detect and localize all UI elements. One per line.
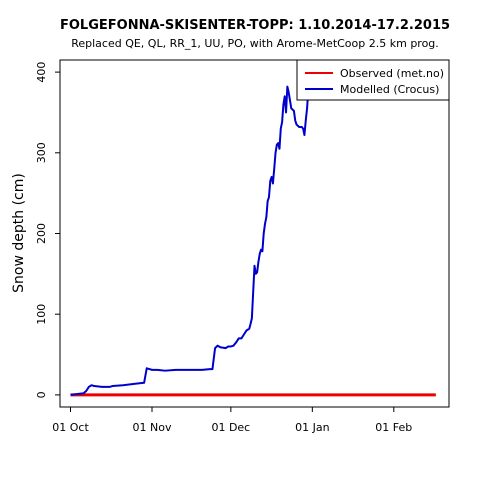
chart-title: FOLGEFONNA-SKISENTER-TOPP: 1.10.2014-17.… <box>60 18 451 33</box>
legend-label: Observed (met.no) <box>340 67 444 80</box>
legend-label: Modelled (Crocus) <box>340 83 439 96</box>
y-tick-label: 200 <box>35 223 48 244</box>
legend-box <box>296 59 450 101</box>
x-tick-label: 01 Nov <box>133 421 172 434</box>
y-tick-label: 100 <box>35 304 48 325</box>
chart-subtitle: Replaced QE, QL, RR_1, UU, PO, with Arom… <box>71 37 439 50</box>
x-tick-label: 01 Dec <box>211 421 250 434</box>
x-tick-label: 01 Jan <box>295 421 329 434</box>
y-axis-title: Snow depth (cm) <box>11 173 27 293</box>
y-tick-label: 0 <box>35 391 48 398</box>
y-tick-label: 400 <box>35 62 48 83</box>
modelled-series-line <box>70 60 334 396</box>
series-lines <box>70 60 436 397</box>
y-axis: 0 100 200 300 400 <box>35 62 60 398</box>
plot-frame <box>59 59 450 408</box>
x-axis: 01 Oct 01 Nov 01 Dec 01 Jan 01 Feb <box>52 407 412 434</box>
x-tick-label: 01 Feb <box>375 421 412 434</box>
legend: Observed (met.no) Modelled (Crocus) <box>296 59 450 101</box>
y-tick-label: 300 <box>35 142 48 163</box>
x-tick-label: 01 Oct <box>52 421 89 434</box>
